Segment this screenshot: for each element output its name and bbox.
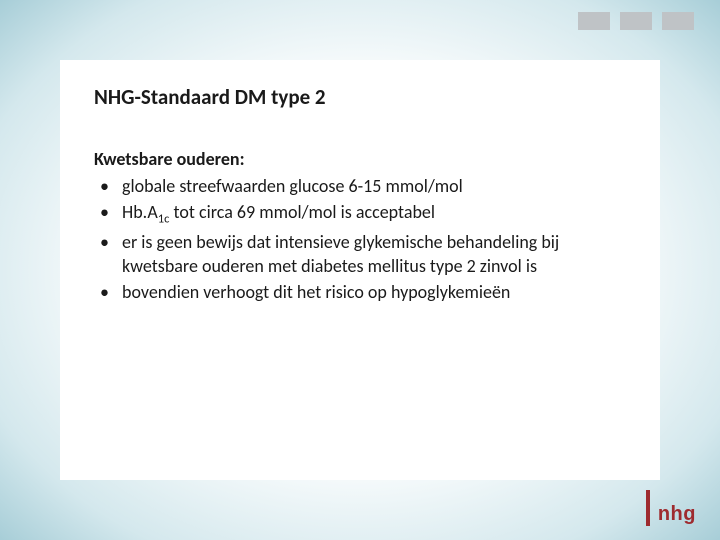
decor-box (578, 12, 610, 30)
logo-text: nhg (658, 504, 696, 526)
brand-logo: nhg (646, 490, 696, 526)
decor-box (620, 12, 652, 30)
bullet-list: globale streefwaarden glucose 6-15 mmol/… (94, 174, 626, 305)
list-item: er is geen bewijs dat intensieve glykemi… (94, 230, 626, 279)
logo-bar-icon (646, 490, 650, 526)
list-item: Hb.A1c tot circa 69 mmol/mol is acceptab… (94, 200, 626, 228)
slide-title: NHG-Standaard DM type 2 (94, 84, 626, 110)
content-panel: NHG-Standaard DM type 2 Kwetsbare oudere… (60, 60, 660, 480)
header-decoration (578, 12, 694, 30)
slide-subheading: Kwetsbare ouderen: (94, 148, 626, 170)
decor-box (662, 12, 694, 30)
list-item: bovendien verhoogt dit het risico op hyp… (94, 280, 626, 304)
list-item: globale streefwaarden glucose 6-15 mmol/… (94, 174, 626, 198)
